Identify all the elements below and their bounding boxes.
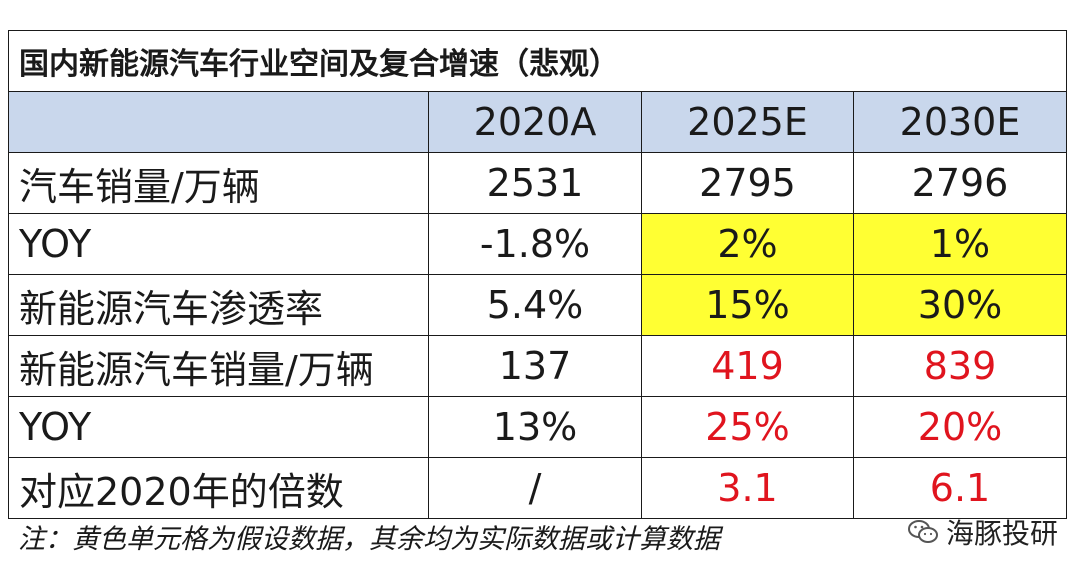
assumption-cell: 30% [853,274,1067,336]
table-cell: 2531 [428,152,642,214]
computed-cell: 419 [641,335,854,397]
data-table: 国内新能源汽车行业空间及复合增速（悲观） 2020A 2025E 2030E 汽… [8,30,1067,519]
header-cell-2030e: 2030E [853,91,1067,153]
row-label: 新能源汽车渗透率 [8,274,429,336]
data-table-container: 国内新能源汽车行业空间及复合增速（悲观） 2020A 2025E 2030E 汽… [8,30,1067,519]
table-cell: 2796 [853,152,1067,214]
row-label: YOY [8,396,429,458]
row-label: 新能源汽车销量/万辆 [8,335,429,397]
brand-name: 海豚投研 [946,517,1059,550]
table-footnote: 注：黄色单元格为假设数据，其余均为实际数据或计算数据 [18,524,720,555]
computed-cell: 20% [853,396,1067,458]
header-cell-empty [8,91,429,153]
assumption-cell: 2% [641,213,854,275]
row-label: YOY [8,213,429,275]
computed-cell: 3.1 [641,457,854,519]
header-cell-2020a: 2020A [428,91,642,153]
row-label: 汽车销量/万辆 [8,152,429,214]
computed-cell: 25% [641,396,854,458]
table-title: 国内新能源汽车行业空间及复合增速（悲观） [8,30,1067,92]
wechat-icon [908,519,938,545]
brand-watermark: 海豚投研 [908,512,1058,552]
assumption-cell: 1% [853,213,1067,275]
table-row: 汽车销量/万辆 2531 2795 2796 [8,152,1067,214]
table-cell: -1.8% [428,213,642,275]
table-row: YOY 13% 25% 20% [8,396,1067,458]
header-cell-2025e: 2025E [641,91,854,153]
table-cell: 2795 [641,152,854,214]
table-cell: 13% [428,396,642,458]
assumption-cell: 15% [641,274,854,336]
table-row: 新能源汽车渗透率 5.4% 15% 30% [8,274,1067,336]
table-header-row: 2020A 2025E 2030E [8,91,1067,153]
table-cell: 137 [428,335,642,397]
table-title-row: 国内新能源汽车行业空间及复合增速（悲观） [8,30,1067,92]
row-label: 对应2020年的倍数 [8,457,429,519]
computed-cell: 6.1 [853,457,1067,519]
table-cell: 5.4% [428,274,642,336]
table-row: 对应2020年的倍数 / 3.1 6.1 [8,457,1067,519]
table-row: 新能源汽车销量/万辆 137 419 839 [8,335,1067,397]
table-cell: / [428,457,642,519]
table-row: YOY -1.8% 2% 1% [8,213,1067,275]
computed-cell: 839 [853,335,1067,397]
